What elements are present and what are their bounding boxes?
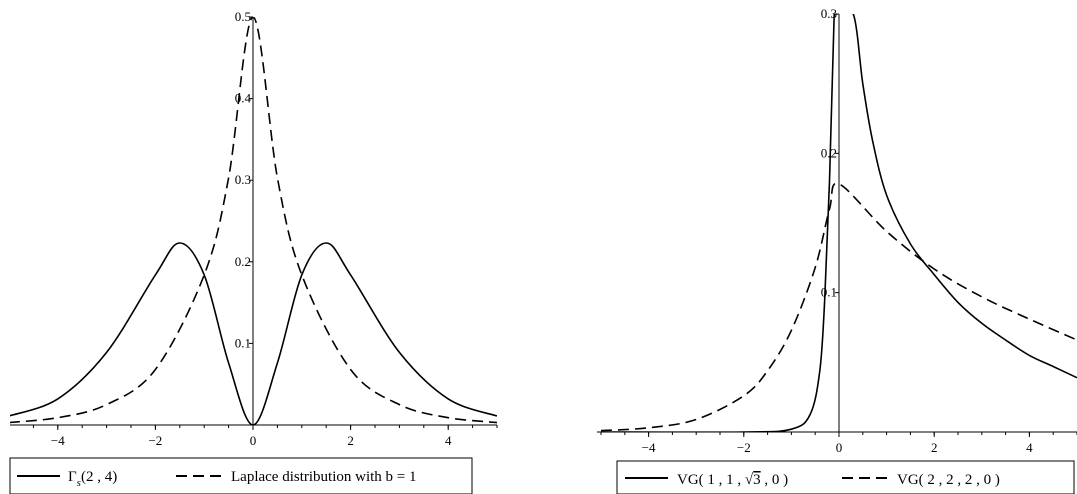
left-legend-gamma: Γ xyxy=(68,469,77,485)
svg-text:VG( 1 , 1 , √3 , 0 ): VG( 1 , 1 , √3 , 0 ) xyxy=(677,472,788,488)
right-y-tick-label: 0.2 xyxy=(821,145,837,160)
left-y-tick-label: 0.5 xyxy=(235,9,251,24)
right-legend-vg1-tail: , 0 ) xyxy=(761,472,789,488)
left-axes: −4 −2 0 2 4 0.1 0.2 0.3 0.4 0.5 xyxy=(10,9,498,448)
left-legend: Γs(2 , 4) Laplace distribution with b = … xyxy=(9,457,473,494)
left-x-tick-label: 4 xyxy=(445,433,452,448)
left-x-tick-label: 0 xyxy=(250,433,257,448)
right-series-dashed-line xyxy=(600,182,1077,432)
right-legend-vg1-sqrt-sign: √ xyxy=(745,472,754,488)
left-y-tick-label: 0.2 xyxy=(235,254,251,269)
left-series-dashed-line xyxy=(10,17,497,424)
left-chart: −4 −2 0 2 4 0.1 0.2 0.3 0.4 0.5 Γs(2 , 4) Laplace… xyxy=(9,9,498,494)
right-legend-vg1-sqrt-arg: 3 xyxy=(753,472,761,488)
right-series-solid-line xyxy=(601,14,1077,432)
right-x-tick-label: 4 xyxy=(1026,440,1033,455)
left-y-tick-label: 0.1 xyxy=(235,335,251,350)
right-y-tick-label: 0.3 xyxy=(821,6,837,21)
right-axes: −4 −2 0 2 4 0.1 0.2 0.3 xyxy=(597,6,1077,455)
right-x-tick-label: 0 xyxy=(836,440,843,455)
left-x-tick-label: −2 xyxy=(148,433,162,448)
right-x-tick-label: 2 xyxy=(931,440,938,455)
left-x-tick-label: 2 xyxy=(347,433,354,448)
right-x-tick-label: −2 xyxy=(737,440,751,455)
left-series-solid-line xyxy=(10,242,497,425)
left-legend-gamma-args: (2 , 4) xyxy=(81,469,117,485)
right-legend-vg2-label: VG( 2 , 2 , 2 , 0 ) xyxy=(897,472,1000,488)
left-legend-box xyxy=(9,457,473,494)
right-y-tick-label: 0.1 xyxy=(821,285,837,300)
right-plot-area xyxy=(600,14,1077,432)
right-legend: VG( 1 , 1 , √3 , 0 ) VG( 2 , 2 , 2 , 0 ) xyxy=(616,460,1075,494)
left-plot-area xyxy=(10,17,497,425)
right-chart: −4 −2 0 2 4 0.1 0.2 0.3 VG( 1 , 1 , √3 , 0 ) VG… xyxy=(597,6,1077,494)
left-x-tick-label: −4 xyxy=(51,433,65,448)
left-legend-gamma-sub: s xyxy=(77,477,81,489)
right-legend-vg1-label: VG( 1 , 1 , xyxy=(677,472,745,488)
left-y-tick-label: 0.4 xyxy=(235,91,252,106)
svg-text:Γs(2 , 4): Γs(2 , 4) xyxy=(68,469,117,489)
right-legend-box xyxy=(616,460,1075,494)
right-x-tick-label: −4 xyxy=(642,440,656,455)
left-legend-laplace-label: Laplace distribution with b = 1 xyxy=(231,469,417,485)
left-y-tick-label: 0.3 xyxy=(235,172,251,187)
